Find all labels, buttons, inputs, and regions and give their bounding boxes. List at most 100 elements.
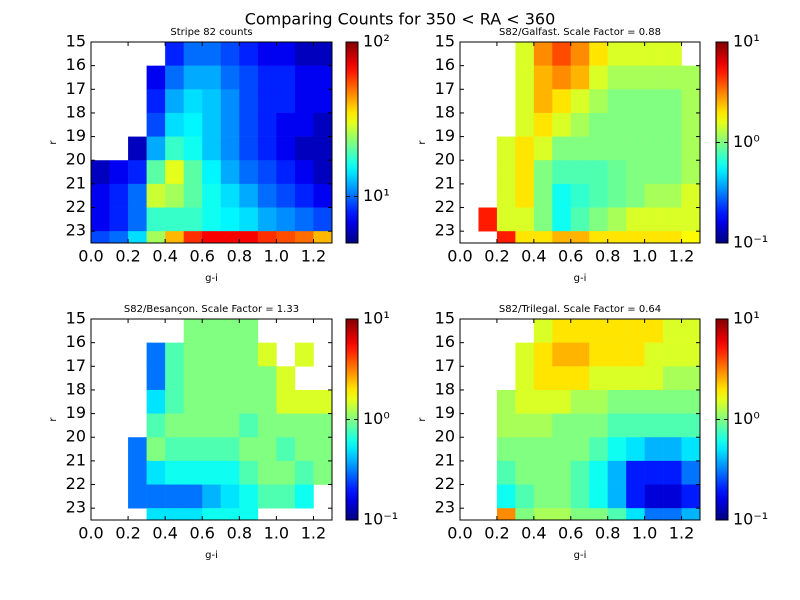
- heatmap-cell: [515, 460, 535, 485]
- heatmap-cell: [276, 136, 296, 161]
- subplot-title: S82/Besançon. Scale Factor = 1.33: [124, 304, 299, 315]
- x-tick-label: 0.0: [447, 524, 472, 543]
- heatmap-cell: [183, 508, 203, 521]
- heatmap-cell: [626, 342, 645, 367]
- heatmap-cell: [663, 89, 682, 114]
- heatmap-cell: [146, 231, 166, 244]
- heatmap-cell: [607, 65, 627, 90]
- heatmap-cell: [220, 136, 240, 161]
- heatmap-cell: [533, 366, 553, 391]
- heatmap-cell: [533, 342, 553, 367]
- heatmap-cell: [681, 366, 701, 391]
- heatmap-cell: [626, 112, 645, 137]
- heatmap-cell: [663, 65, 682, 90]
- heatmap-cell: [626, 89, 645, 114]
- heatmap-cell: [294, 136, 314, 161]
- heatmap-cell: [128, 160, 147, 185]
- heatmap-cell: [552, 342, 572, 367]
- heatmap-cell: [533, 160, 553, 185]
- heatmap-cell: [183, 389, 203, 414]
- heatmap-cell: [681, 231, 701, 244]
- heatmap-cell: [496, 508, 516, 521]
- y-tick-label: 22: [66, 474, 86, 493]
- heatmap-cell: [533, 389, 553, 414]
- heatmap-cell: [681, 112, 701, 137]
- heatmap-cell: [607, 460, 627, 485]
- heatmap-cell: [294, 42, 314, 66]
- heatmap-cell: [202, 484, 222, 509]
- y-tick-label: 16: [66, 55, 86, 74]
- heatmap-cell: [589, 437, 608, 462]
- heatmap-cell: [257, 484, 277, 509]
- heatmap-cell: [681, 319, 701, 343]
- heatmap-cell: [294, 342, 314, 367]
- heatmap-cell: [202, 89, 222, 114]
- heatmap-cell: [496, 437, 516, 462]
- heatmap-cell: [294, 112, 314, 137]
- plot-frame: [459, 41, 701, 244]
- x-tick-label: 0.4: [152, 524, 177, 543]
- heatmap-cell: [146, 437, 166, 462]
- heatmap-cell: [644, 136, 664, 161]
- heatmap-cell: [552, 508, 572, 521]
- heatmap-cell: [570, 160, 590, 185]
- heatmap-cell: [533, 508, 553, 521]
- heatmap-cell: [257, 160, 277, 185]
- heatmap-cell: [91, 160, 110, 185]
- heatmap-cell: [570, 207, 590, 232]
- heatmap-cell: [128, 460, 147, 485]
- heatmap-cell: [496, 389, 516, 414]
- heatmap-cell: [165, 160, 184, 185]
- y-tick-label: 19: [435, 126, 455, 145]
- heatmap-cell: [220, 89, 240, 114]
- heatmap-cell: [570, 508, 590, 521]
- x-tick-label: 1.0: [632, 247, 657, 266]
- y-tick-label: 23: [435, 221, 455, 240]
- heatmap-cell: [202, 207, 222, 232]
- heatmap-cell: [589, 319, 608, 343]
- heatmap-cell: [552, 366, 572, 391]
- heatmap-cell: [570, 460, 590, 485]
- heatmap-cell: [239, 89, 259, 114]
- heatmap-cell: [220, 183, 240, 208]
- heatmap-cell: [570, 89, 590, 114]
- heatmap-cell: [515, 342, 535, 367]
- heatmap-cell: [681, 508, 701, 521]
- heatmap-cell: [570, 484, 590, 509]
- heatmap-cell: [294, 484, 314, 509]
- heatmap-cell: [496, 484, 516, 509]
- heatmap-cell: [239, 183, 259, 208]
- heatmap-cell: [276, 231, 296, 244]
- heatmap-cell: [220, 160, 240, 185]
- colorbar-tick-label: 10²: [363, 32, 390, 51]
- heatmap-cell: [146, 484, 166, 509]
- y-tick-label: 22: [435, 474, 455, 493]
- heatmap-cell: [313, 437, 333, 462]
- heatmap-cell: [202, 42, 222, 66]
- heatmap-cell: [589, 160, 608, 185]
- heatmap-cell: [109, 231, 129, 244]
- heatmap-cell: [533, 136, 553, 161]
- heatmap-cell: [239, 65, 259, 90]
- heatmap-cell: [644, 389, 664, 414]
- heatmap-cell: [165, 508, 184, 521]
- heatmap-cell: [515, 112, 535, 137]
- heatmap-cell: [644, 342, 664, 367]
- heatmap-cell: [515, 42, 535, 66]
- heatmap-cell: [220, 342, 240, 367]
- heatmap-cell: [607, 207, 627, 232]
- heatmap-cell: [257, 207, 277, 232]
- heatmap-cell: [294, 89, 314, 114]
- colorbar-tick-label: 10⁻¹: [733, 510, 768, 529]
- heatmap-cell: [663, 160, 682, 185]
- x-tick-label: 0.4: [521, 247, 546, 266]
- heatmap-cell: [128, 183, 147, 208]
- x-tick-label: 0.0: [78, 247, 103, 266]
- heatmap-cell: [496, 460, 516, 485]
- heatmap-cell: [239, 207, 259, 232]
- heatmap-cell: [146, 413, 166, 438]
- heatmap-cell: [663, 413, 682, 438]
- heatmap-cell: [570, 183, 590, 208]
- heatmap-cell: [257, 231, 277, 244]
- heatmap-cell: [146, 160, 166, 185]
